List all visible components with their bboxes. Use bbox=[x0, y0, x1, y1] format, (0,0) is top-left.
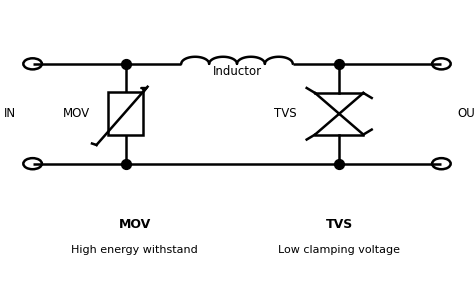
Text: OUT: OUT bbox=[457, 107, 474, 120]
Point bbox=[336, 161, 343, 166]
Text: Low clamping voltage: Low clamping voltage bbox=[278, 245, 400, 255]
Point bbox=[336, 62, 343, 66]
Text: TVS: TVS bbox=[274, 107, 296, 120]
Text: MOV: MOV bbox=[63, 107, 90, 120]
Text: Inductor: Inductor bbox=[212, 65, 262, 78]
Text: TVS: TVS bbox=[326, 218, 353, 231]
Bar bbox=[108, 92, 143, 135]
Point bbox=[122, 161, 129, 166]
Text: High energy withstand: High energy withstand bbox=[72, 245, 198, 255]
Text: IN: IN bbox=[4, 107, 16, 120]
Text: MOV: MOV bbox=[118, 218, 151, 231]
Point bbox=[122, 62, 129, 66]
